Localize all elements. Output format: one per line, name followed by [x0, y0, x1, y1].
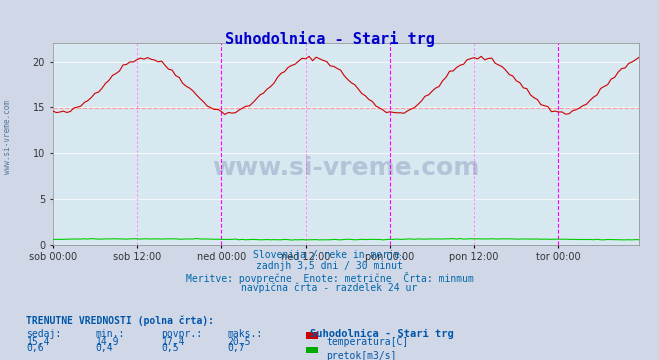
- Text: 0,5: 0,5: [161, 343, 179, 353]
- Text: Meritve: povprečne  Enote: metrične  Črta: minmum: Meritve: povprečne Enote: metrične Črta:…: [186, 272, 473, 284]
- Text: www.si-vreme.com: www.si-vreme.com: [212, 156, 480, 180]
- Text: sedaj:: sedaj:: [26, 329, 61, 339]
- Text: zadnjh 3,5 dni / 30 minut: zadnjh 3,5 dni / 30 minut: [256, 261, 403, 271]
- Text: povpr.:: povpr.:: [161, 329, 202, 339]
- Text: temperatura[C]: temperatura[C]: [326, 337, 409, 347]
- Text: pretok[m3/s]: pretok[m3/s]: [326, 351, 397, 360]
- Bar: [306, 332, 318, 339]
- Text: TRENUTNE VREDNOSTI (polna črta):: TRENUTNE VREDNOSTI (polna črta):: [26, 315, 214, 325]
- Text: 14,9: 14,9: [96, 337, 119, 347]
- Text: maks.:: maks.:: [227, 329, 262, 339]
- Text: Suhodolnica - Stari trg: Suhodolnica - Stari trg: [310, 329, 453, 339]
- Text: www.si-vreme.com: www.si-vreme.com: [3, 100, 13, 174]
- Text: 0,6: 0,6: [26, 343, 44, 353]
- Text: 17,4: 17,4: [161, 337, 185, 347]
- Text: 20,5: 20,5: [227, 337, 251, 347]
- Text: 15,4: 15,4: [26, 337, 50, 347]
- Text: Suhodolnica - Stari trg: Suhodolnica - Stari trg: [225, 31, 434, 46]
- Text: 0,4: 0,4: [96, 343, 113, 353]
- Bar: [306, 347, 318, 353]
- Text: 0,7: 0,7: [227, 343, 245, 353]
- Text: navpična črta - razdelek 24 ur: navpična črta - razdelek 24 ur: [241, 283, 418, 293]
- Text: Slovenija / reke in morje.: Slovenija / reke in morje.: [253, 250, 406, 260]
- Text: min.:: min.:: [96, 329, 125, 339]
